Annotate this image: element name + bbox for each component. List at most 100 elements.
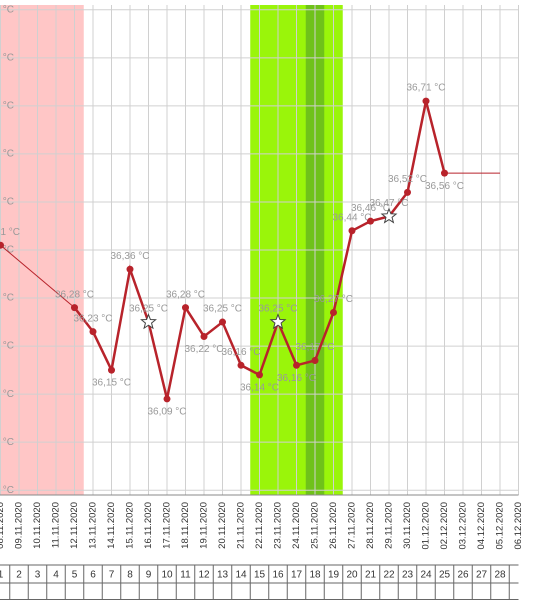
cycle-day: 25 <box>439 570 451 581</box>
value-label: 36,27 °C <box>314 294 353 305</box>
x-tick-label: 01.12.2020 <box>421 502 432 550</box>
value-label: 36,52 °C <box>388 174 427 185</box>
x-tick-label: 11.11.2020 <box>51 502 62 548</box>
cycle-day: 23 <box>402 570 414 581</box>
x-tick-label: 05.12.2020 <box>495 502 506 550</box>
cycle-day: 9 <box>146 570 152 581</box>
x-tick-label: 16.11.2020 <box>143 502 154 549</box>
point <box>348 227 356 235</box>
x-tick-label: 25.11.2020 <box>310 502 321 549</box>
x-tick-label: 10.11.2020 <box>32 502 43 549</box>
cycle-day: 21 <box>365 570 377 581</box>
x-tick-label: 27.11.2020 <box>347 502 358 549</box>
y-tick-label: 36,70 °C <box>0 101 14 112</box>
value-label: 36,28 °C <box>55 289 94 300</box>
cycle-day: 26 <box>457 570 469 581</box>
value-label: 36,44 °C <box>332 212 371 223</box>
value-label: 36,71 °C <box>406 83 445 94</box>
cycle-day: 3 <box>35 570 41 581</box>
value-label: 36,41 °C <box>0 227 20 238</box>
point <box>126 265 134 273</box>
value-label: 36,28 °C <box>166 289 205 300</box>
cycle-day: 16 <box>272 570 284 581</box>
star-marker <box>380 207 398 224</box>
x-tick-label: 30.11.2020 <box>402 502 413 549</box>
point <box>182 304 189 312</box>
x-tick-label: 06.12.2020 <box>513 502 524 550</box>
point <box>422 97 430 105</box>
cycle-day: 7 <box>109 570 115 581</box>
cycle-day: 10 <box>161 570 173 581</box>
value-label: 36,47 °C <box>369 198 408 209</box>
cycle-day: 14 <box>235 570 247 581</box>
cycle-day: 17 <box>291 570 303 581</box>
point <box>89 328 97 336</box>
x-tick-label: 02.12.2020 <box>439 502 450 550</box>
value-label: 36,09 °C <box>147 407 186 418</box>
point <box>0 241 4 249</box>
y-tick-label: 36,80 °C <box>0 52 14 63</box>
point <box>404 188 411 196</box>
y-tick-label: 36,30 °C <box>0 293 14 304</box>
value-label: 36,25 °C <box>258 304 297 315</box>
y-tick-label: 36,20 °C <box>0 341 14 352</box>
cycle-day: 11 <box>180 570 191 581</box>
cycle-day: 4 <box>53 570 59 581</box>
value-label: 36,36 °C <box>110 251 149 262</box>
cycle-day: 2 <box>16 570 22 581</box>
point <box>237 361 245 369</box>
point <box>367 217 374 225</box>
cycle-day: 18 <box>309 570 321 581</box>
x-tick-label: 08.11.2020 <box>0 502 6 549</box>
value-label: 36,16 °C <box>277 373 316 384</box>
y-tick-label: 36,90 °C <box>0 4 14 15</box>
cycle-day: 13 <box>217 570 229 581</box>
star-marker <box>269 313 287 330</box>
value-label: 36,14 °C <box>240 383 279 394</box>
value-label: 36,46 °C <box>351 203 390 214</box>
x-tick-label: 04.12.2020 <box>476 502 487 550</box>
point <box>163 395 171 403</box>
connector <box>0 244 75 309</box>
point <box>200 332 208 340</box>
x-tick-label: 17.11.2020 <box>162 502 173 549</box>
cycle-day: 12 <box>198 570 210 581</box>
cycle-day: 28 <box>494 570 506 581</box>
star-marker <box>140 313 157 330</box>
x-tick-label: 28.11.2020 <box>365 502 376 549</box>
x-tick-label: 18.11.2020 <box>180 502 191 549</box>
cycle-day: 19 <box>328 570 340 581</box>
value-label: 36,25 °C <box>129 304 168 315</box>
x-tick-label: 19.11.2020 <box>199 502 210 549</box>
value-label: 36,56 °C <box>425 181 464 192</box>
y-tick-label: 36,60 °C <box>0 149 14 160</box>
x-tick-label: 15.11.2020 <box>125 502 136 549</box>
value-label: 36,25 °C <box>203 304 242 315</box>
point <box>293 361 300 369</box>
cycle-day: 20 <box>346 570 358 581</box>
point <box>108 366 115 374</box>
point <box>256 371 263 379</box>
point <box>441 169 448 177</box>
x-tick-label: 29.11.2020 <box>384 502 395 549</box>
y-tick-label: 36,00 °C <box>0 437 14 448</box>
cycle-day: 22 <box>383 570 395 581</box>
point <box>219 318 226 326</box>
value-label: 36,23 °C <box>73 313 112 324</box>
cycle-day: 8 <box>127 570 133 581</box>
x-tick-label: 09.11.2020 <box>14 502 25 549</box>
point <box>330 308 337 316</box>
value-label: 36,16 °C <box>221 347 260 358</box>
x-tick-label: 03.12.2020 <box>458 502 469 550</box>
point <box>71 304 78 312</box>
x-tick-label: 24.11.2020 <box>291 502 302 549</box>
x-tick-label: 26.11.2020 <box>328 502 339 549</box>
x-tick-label: 14.11.2020 <box>106 502 117 549</box>
x-tick-label: 13.11.2020 <box>88 502 99 549</box>
x-tick-label: 23.11.2020 <box>273 502 284 549</box>
point <box>311 356 319 364</box>
cycle-day: 6 <box>90 570 96 581</box>
value-label: 36,17 °C <box>295 342 334 353</box>
y-tick-label: 36,10 °C <box>0 389 14 400</box>
